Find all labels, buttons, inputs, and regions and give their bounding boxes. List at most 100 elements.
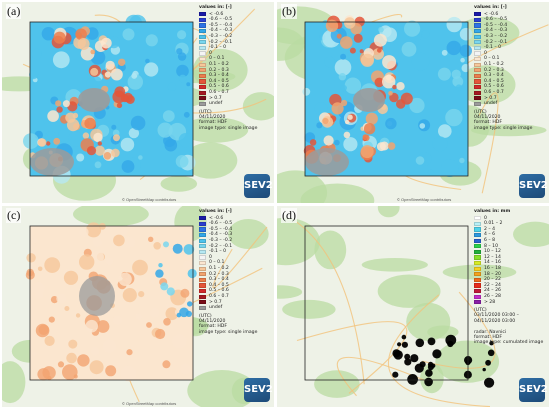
legend-label: 0 – 0.1 xyxy=(484,56,500,62)
legend-label: -0.2 – -0.1 xyxy=(209,243,233,249)
index-patch xyxy=(341,99,348,107)
legend-swatch xyxy=(474,51,481,56)
index-patch xyxy=(427,169,434,175)
precip-cell xyxy=(419,361,426,368)
index-patch xyxy=(113,134,120,142)
legend-swatch xyxy=(199,68,206,73)
legend-item: 0 xyxy=(199,255,273,261)
attribution-credit[interactable]: © OpenStreetMap contributors xyxy=(397,197,452,202)
legend-swatch xyxy=(199,261,206,266)
legend-swatch xyxy=(474,96,481,101)
index-patch xyxy=(80,46,95,61)
precip-cell xyxy=(397,342,402,347)
index-patch xyxy=(183,111,190,118)
map-panel-c[interactable]: (c) values in: [-] < -0.6 -0.6 – -0.5 -0.5… xyxy=(2,206,274,407)
legend-swatch xyxy=(199,305,206,310)
index-patch xyxy=(123,236,135,248)
index-patch xyxy=(56,293,67,304)
index-patch xyxy=(415,156,425,165)
index-patch xyxy=(75,313,81,318)
study-area-frame xyxy=(304,21,469,177)
attribution-credit[interactable]: © OpenStreetMap contributors xyxy=(122,197,177,202)
road-line xyxy=(212,226,268,289)
index-patch xyxy=(68,131,84,147)
legend-swatch xyxy=(199,85,206,90)
index-patch xyxy=(50,296,59,304)
index-patch xyxy=(150,279,155,284)
panel-label: (d) xyxy=(281,208,297,223)
undef-area xyxy=(305,148,349,176)
index-patch xyxy=(43,118,50,125)
legend-label: 0.01 – 2 xyxy=(484,221,503,227)
legend-swatch xyxy=(199,29,206,34)
index-patch xyxy=(91,250,104,264)
index-patch xyxy=(459,27,473,41)
metadata-line: (UTC) xyxy=(199,313,212,319)
map-panel-a[interactable]: (a) values in: [-] < -0.6 -0.6 – -0.5 -0.5… xyxy=(2,2,274,203)
index-patch xyxy=(26,253,36,263)
legend-item: undef xyxy=(199,305,273,311)
index-patch xyxy=(452,76,464,87)
index-patch xyxy=(387,142,396,150)
legend-item: 16 – 18 xyxy=(474,266,548,272)
index-patch xyxy=(338,73,347,81)
index-patch xyxy=(105,60,115,70)
index-patch xyxy=(86,75,103,93)
legend-item: -0.6 – -0.5 xyxy=(199,221,273,227)
legend-label: 0.6 – 0.7 xyxy=(209,293,229,299)
index-patch xyxy=(144,62,159,77)
legend-swatch xyxy=(474,261,481,266)
legend-swatch xyxy=(199,272,206,277)
metadata-line: format: HDF xyxy=(199,324,227,330)
legend-label: 0.4 – 0.5 xyxy=(209,282,229,288)
index-patch xyxy=(94,161,102,169)
index-patch xyxy=(145,34,158,47)
legend-swatch xyxy=(199,73,206,79)
forest-area xyxy=(228,219,269,249)
legend-item: 14 – 16 xyxy=(474,260,548,266)
forest-area xyxy=(160,175,198,192)
index-patch xyxy=(131,73,138,79)
road-line xyxy=(295,221,365,385)
index-patch xyxy=(184,253,190,259)
legend-swatch xyxy=(199,40,206,45)
precip-cell xyxy=(401,334,407,340)
legend-label: < -0.6 xyxy=(484,11,499,17)
index-patch xyxy=(64,306,70,311)
legend-item: 0.2 – 0.3 xyxy=(199,272,273,278)
index-patch xyxy=(183,244,195,255)
legend-label: 0.6 – 0.7 xyxy=(209,89,229,95)
undef-area xyxy=(353,88,385,112)
metadata-line: (UTC) xyxy=(474,109,487,115)
legend-item: 0.4 – 0.5 xyxy=(199,283,273,289)
legend-item: -0.6 – -0.5 xyxy=(199,17,273,23)
legend-swatch xyxy=(199,45,206,51)
legend-swatch xyxy=(199,221,206,227)
legend-label: 2 – 4 xyxy=(484,226,496,232)
legend-label: 0.2 – 0.3 xyxy=(484,67,504,73)
legend-item: -0.2 – -0.1 xyxy=(199,244,273,250)
attribution-credit[interactable]: © OpenStreetMap contributors xyxy=(122,401,177,406)
index-patch xyxy=(32,281,45,295)
legend-label: 4 – 6 xyxy=(484,232,496,238)
index-patch xyxy=(382,55,397,70)
forest-area xyxy=(361,258,428,272)
legend-item: 0.1 – 0.2 xyxy=(474,62,548,68)
legend-item: 0 – 0.1 xyxy=(199,260,273,266)
index-patch xyxy=(388,91,393,96)
index-patch xyxy=(460,57,465,63)
index-patch xyxy=(105,257,114,266)
legend-swatch xyxy=(474,255,481,260)
index-patch xyxy=(47,110,59,122)
legend-label: -0.3 – -0.2 xyxy=(209,237,233,243)
map-panel-b[interactable]: (b) values in: [-] < -0.6 -0.6 – -0.5 -0.5… xyxy=(277,2,549,203)
index-patch xyxy=(438,124,452,138)
forest-area xyxy=(242,92,274,121)
legend-swatch xyxy=(474,79,481,84)
index-patch xyxy=(57,361,65,368)
index-patch xyxy=(177,30,187,40)
index-patch xyxy=(89,360,104,375)
index-patch xyxy=(38,324,49,335)
legend-swatch xyxy=(199,57,206,62)
